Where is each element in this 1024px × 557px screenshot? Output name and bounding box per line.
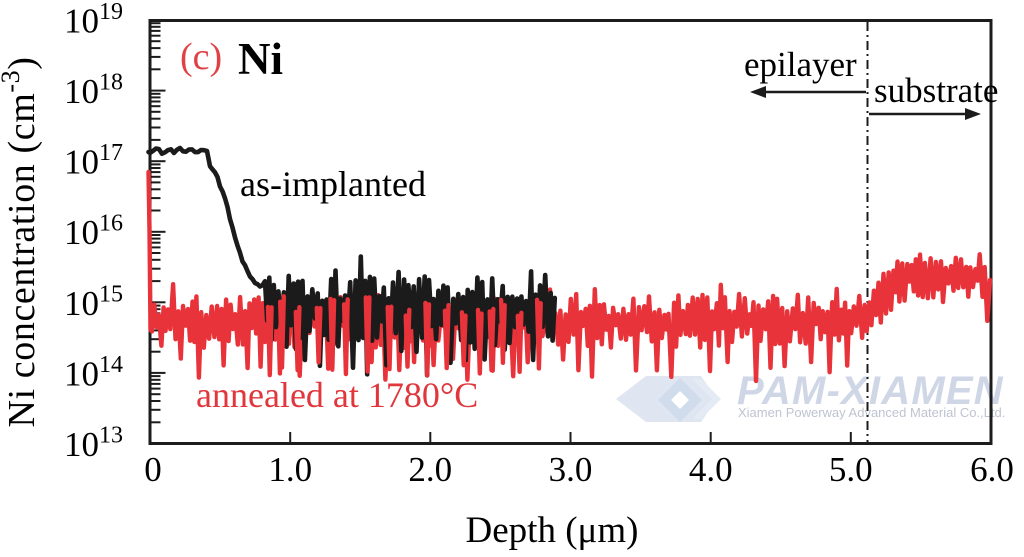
svg-text:1014: 1014 [64,352,123,394]
svg-text:(c): (c) [180,36,222,78]
svg-text:3.0: 3.0 [549,450,593,489]
svg-text:Ni: Ni [238,34,283,84]
svg-text:Ni concentration (cm-3): Ni concentration (cm-3) [0,57,43,428]
svg-text:2.0: 2.0 [408,450,452,489]
svg-text:epilayer: epilayer [744,45,857,84]
svg-text:1018: 1018 [64,70,123,112]
svg-text:0: 0 [144,450,162,489]
svg-text:1015: 1015 [64,281,123,323]
svg-text:1.0: 1.0 [268,450,312,489]
svg-text:6.0: 6.0 [970,450,1014,489]
svg-text:4.0: 4.0 [689,450,733,489]
svg-text:substrate: substrate [874,71,998,110]
svg-text:PAM-XIAMEN: PAM-XIAMEN [737,369,1004,413]
svg-text:annealed at 1780°C: annealed at 1780°C [196,375,478,415]
svg-text:1017: 1017 [64,140,123,182]
svg-text:Depth (μm): Depth (μm) [466,510,639,551]
svg-text:Xiamen Powerway Advanced Mater: Xiamen Powerway Advanced Material Co.,Lt… [738,405,1005,420]
svg-text:as-implanted: as-implanted [240,164,426,204]
svg-text:5.0: 5.0 [829,450,873,489]
